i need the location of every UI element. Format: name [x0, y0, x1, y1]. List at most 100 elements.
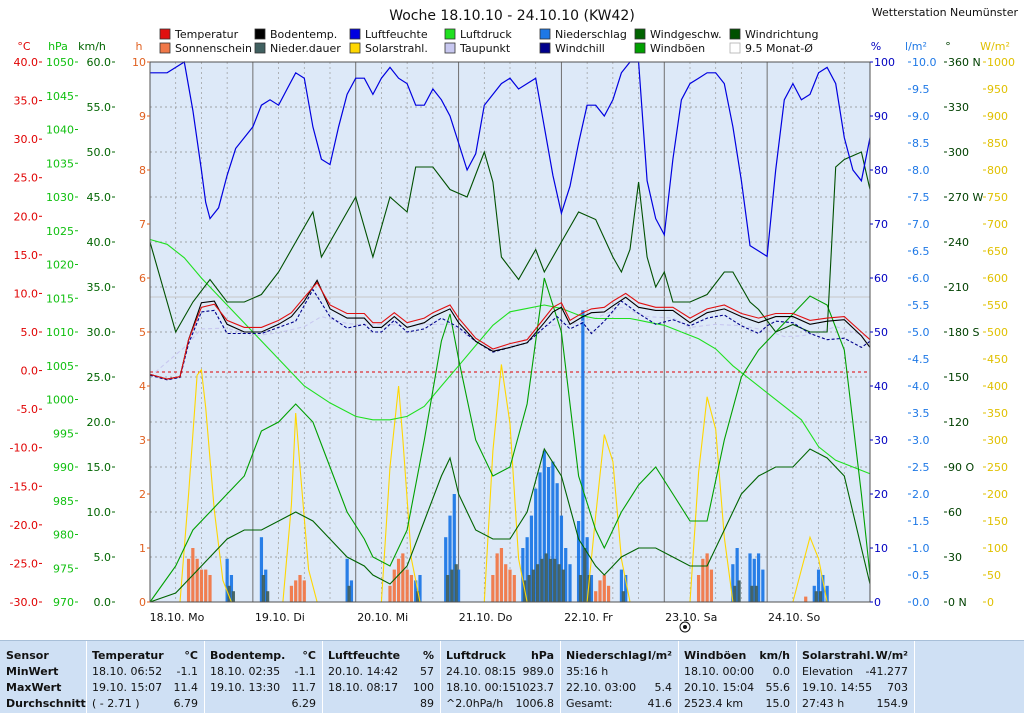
solar-tick-label: 150 [987, 515, 1008, 528]
bar-sonnenschein [598, 580, 602, 602]
bar-sonnenschein [195, 558, 199, 602]
axes: 40.035.030.025.020.015.010.05.00.0-5.0-1… [10, 40, 1015, 609]
bar-niederschlag [551, 461, 555, 602]
hours-unit-label: h [136, 40, 143, 53]
legend-swatch [634, 42, 646, 54]
bar-niederschlag [264, 569, 268, 602]
bar-niederdauer [266, 591, 270, 602]
bar-niederdauer [750, 585, 754, 602]
bar-niederschlag [542, 450, 546, 602]
rain-tick-label: 7.0 [912, 218, 930, 231]
stats-cell-value: 41.6 [647, 697, 673, 710]
chart-title: Woche 18.10.10 - 24.10.10 (KW42) [389, 8, 635, 24]
stats-cell-label: 18.10. 06:52 [92, 665, 163, 678]
legend-label: Luftfeuchte [365, 28, 428, 41]
wind-tick-label: 0.0 [94, 596, 112, 609]
bar-niederdauer [814, 591, 818, 602]
bar-sonnenschein [491, 575, 495, 602]
legend-label: Luftdruck [460, 28, 512, 41]
bar-niederschlag [546, 467, 551, 602]
stats-cell-label: 19.10. 13:30 [210, 681, 281, 694]
bar-niederdauer [536, 564, 540, 602]
bar-sonnenschein [696, 575, 701, 602]
temp-tick-label: -30.0 [10, 596, 38, 609]
legend-label: Windböen [650, 42, 705, 55]
pressure-tick-label: 990 [53, 461, 74, 474]
bar-niederschlag [624, 575, 628, 602]
bar-sonnenschein [289, 585, 294, 602]
series-solarstrahl [150, 364, 870, 603]
scroll-marker-icon[interactable] [679, 621, 691, 633]
direction-unit-label: ° [945, 40, 951, 53]
solar-tick-label: 750 [987, 191, 1008, 204]
stats-column-windben: Windböen km/h 18.10. 00:00 0.0 20.10. 15:04 5… [678, 641, 797, 713]
stats-cell-value: -1.1 [294, 665, 316, 678]
stats-empty-column [914, 641, 1024, 713]
temp-tick-label: 35.0 [14, 95, 39, 108]
series-taupunkt [149, 306, 871, 378]
stats-column-luftfeuchte: Luftfeuchte% 20.10. 14:42 57 18.10. 08:17 10… [322, 641, 441, 713]
stats-cell-value: 55.6 [765, 681, 791, 694]
legend-swatch [539, 42, 551, 54]
bar-niederdauer [416, 591, 420, 602]
solar-tick-label: 0 [987, 596, 994, 609]
bar-niederschlag [456, 569, 461, 602]
bar-niederschlag [418, 575, 422, 602]
rain-tick-label: 10.0 [912, 56, 937, 69]
stats-cell-value: 1006.8 [515, 697, 555, 710]
solar-tick-label: 500 [987, 326, 1008, 339]
bar-niederschlag [756, 553, 761, 602]
series-luftfeuchte [150, 61, 871, 258]
humidity-tick-label: 70 [874, 218, 888, 231]
bar-niederdauer [544, 553, 548, 602]
hours-tick-label: 9 [139, 110, 146, 123]
bar-niederschlag [752, 558, 756, 602]
hours-tick-label: 1 [139, 542, 146, 555]
bar-niederdauer [540, 558, 544, 602]
bar-niederschlag [521, 548, 525, 602]
direction-tick-label: 120 [948, 416, 969, 429]
bar-sonnenschein [401, 553, 405, 602]
stats-cell-label: 27:43 h [802, 697, 845, 710]
bar-niederschlag [581, 310, 585, 602]
humidity-unit-label: % [871, 40, 881, 53]
stats-cell-value: 11.4 [173, 681, 199, 694]
hours-tick-label: 4 [139, 380, 146, 393]
stats-cell-label: 18.10. 08:17 [328, 681, 399, 694]
solar-tick-label: 350 [987, 407, 1008, 420]
station-name: Wetterstation Neumünster [872, 6, 1019, 19]
legend-swatch [444, 42, 456, 54]
temp-tick-label: 10.0 [14, 287, 39, 300]
bar-sonnenschein [388, 585, 392, 602]
day-label: 23.10. Sa [665, 611, 717, 624]
bar-sonnenschein [409, 575, 414, 602]
bar-niederdauer [583, 548, 587, 602]
legend-swatch[interactable] [729, 42, 741, 54]
stats-cell-label: 18.10. 00:15 [446, 681, 517, 694]
stats-cell-label: 24.10. 08:15 [446, 665, 517, 678]
bar-sonnenschein [508, 569, 512, 602]
solar-tick-label: 900 [987, 110, 1008, 123]
stats-column-title: Luftdruck [446, 649, 506, 662]
series-windben [149, 277, 871, 603]
wind-tick-label: 40.0 [87, 236, 112, 249]
wind-tick-label: 15.0 [87, 461, 112, 474]
direction-tick-label: 300 [948, 146, 969, 159]
bar-niederschlag [564, 548, 568, 602]
bar-sonnenschein [204, 569, 208, 602]
bar-niederdauer [733, 585, 737, 602]
stats-column-solarstrahl: Solarstrahl. W/m² Elevation -41.277 19.10. 1… [796, 641, 915, 713]
stats-cell-value: 57 [420, 665, 434, 678]
stats-cell-value: 989.0 [522, 665, 555, 678]
stats-column-bodentemp: Bodentemp. °C 18.10. 02:35 -1.1 19.10. 13:30… [204, 641, 323, 713]
stats-column-title: Temperatur [92, 649, 164, 662]
legend-label: Niederschlag [555, 28, 627, 41]
humidity-tick-label: 20 [874, 488, 888, 501]
solar-tick-label: 50 [987, 569, 1001, 582]
pressure-tick-label: 1010 [46, 326, 74, 339]
hours-tick-label: 5 [139, 326, 146, 339]
direction-tick-label: 150 [948, 371, 969, 384]
day-label: 24.10. So [768, 611, 820, 624]
rain-tick-label: 8.0 [912, 164, 930, 177]
series-windgeschw [149, 447, 871, 603]
